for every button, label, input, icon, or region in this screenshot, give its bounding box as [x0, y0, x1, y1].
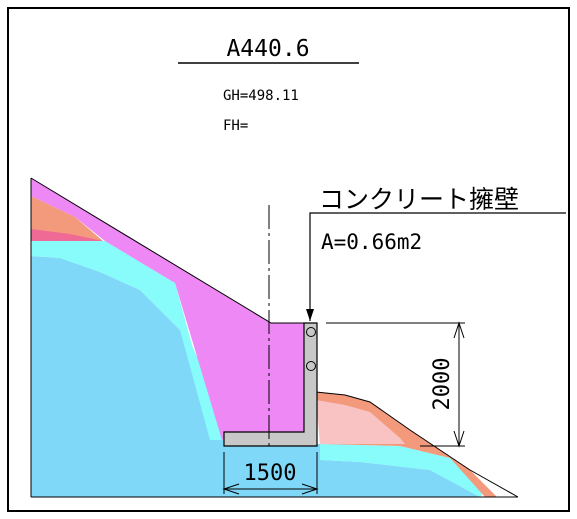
station-label: A440.6	[226, 36, 309, 62]
structure-label: コンクリート擁壁	[319, 185, 519, 214]
ground-height-label: GH=498.11	[223, 88, 299, 104]
right-pink-layer	[316, 400, 405, 444]
height-arrow-top	[453, 321, 465, 339]
magenta-soil-layer	[31, 178, 304, 440]
drain-hole-upper	[306, 327, 316, 337]
formation-height-label: FH=	[223, 118, 248, 134]
leader-arrowhead	[306, 309, 314, 321]
height-arrow-bottom	[453, 430, 465, 448]
blue-soil-layer	[31, 256, 233, 497]
label-leader-line	[309, 212, 566, 321]
cyan-soil-layer	[31, 241, 230, 440]
lower-cyan-layer	[320, 444, 485, 497]
width-arrow-left	[222, 483, 240, 495]
width-arrow-right	[301, 483, 319, 495]
area-label: A=0.66m2	[321, 230, 422, 254]
red-thin-layer	[31, 229, 103, 241]
lower-blue-layer	[224, 444, 480, 497]
width-dimension-label: 1500	[244, 461, 297, 486]
right-ground-line	[315, 391, 519, 498]
salmon-soil-layer	[31, 196, 103, 241]
height-dimension-label: 2000	[430, 358, 455, 411]
left-ground-line	[30, 177, 304, 324]
drain-hole-lower	[306, 361, 316, 371]
